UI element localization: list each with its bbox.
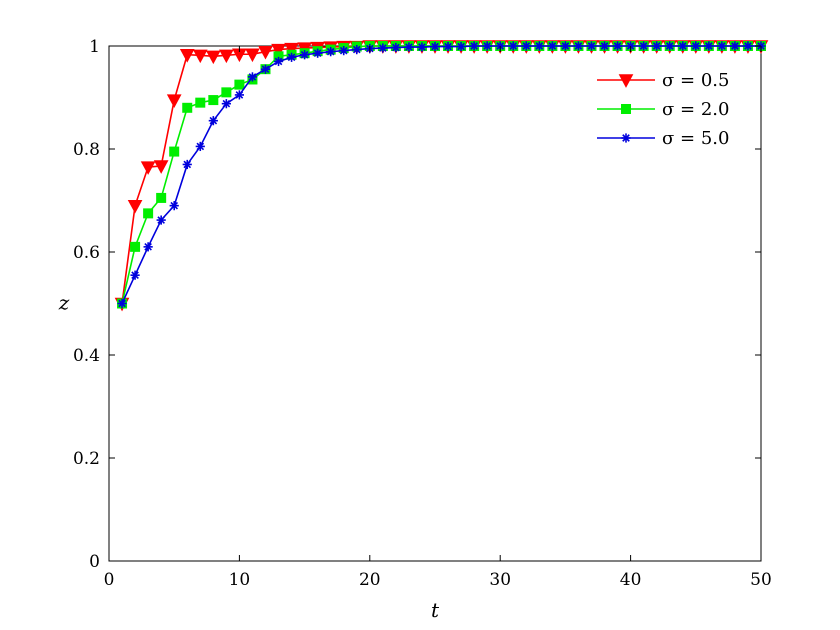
legend-label: σ = 2.0: [662, 99, 729, 120]
data-point: [313, 48, 323, 58]
data-point: [156, 215, 166, 225]
data-point: [404, 42, 414, 52]
data-point: [300, 50, 310, 60]
data-point: [469, 41, 479, 51]
legend: σ = 0.5 σ = 2.0 σ = 5.0: [597, 70, 729, 149]
data-point: [205, 50, 221, 65]
data-point: [621, 133, 631, 143]
data-point: [284, 42, 299, 57]
series-layer: [114, 40, 769, 312]
data-point: [208, 116, 218, 126]
data-point: [678, 41, 688, 51]
data-point: [378, 43, 388, 53]
x-axis-label: t: [431, 598, 440, 622]
x-tick-label: 40: [620, 570, 642, 590]
plot-area: [108, 45, 762, 562]
data-point: [127, 199, 143, 214]
data-point: [219, 49, 234, 64]
data-point: [182, 159, 192, 170]
data-point: [130, 270, 140, 280]
x-tick-label: 20: [359, 570, 381, 590]
data-point: [573, 41, 584, 51]
data-point: [195, 97, 206, 108]
data-point: [586, 41, 597, 51]
data-point: [456, 41, 466, 52]
legend-label: σ = 5.0: [662, 128, 729, 149]
data-point: [182, 102, 193, 113]
legend-label: σ = 0.5: [662, 70, 729, 91]
data-point: [599, 41, 610, 51]
data-point: [221, 87, 232, 98]
y-tick-label: 0: [89, 552, 100, 572]
y-tick-label: 0.8: [73, 140, 100, 160]
data-point: [339, 46, 349, 56]
data-point: [234, 90, 244, 100]
data-point: [443, 41, 453, 52]
legend-item: σ = 2.0: [597, 99, 729, 120]
legend-item: σ = 5.0: [597, 128, 729, 149]
data-point: [482, 41, 492, 51]
data-point: [169, 201, 179, 211]
data-point: [326, 47, 336, 57]
data-point: [286, 52, 297, 62]
data-point: [352, 45, 362, 55]
data-point: [534, 41, 544, 51]
data-point: [273, 56, 284, 67]
data-point: [521, 41, 531, 51]
data-point: [192, 49, 208, 64]
data-point: [258, 45, 273, 60]
legend-item: σ = 0.5: [597, 70, 729, 91]
y-tick-label: 1: [89, 37, 100, 57]
plot-frame: [108, 45, 762, 562]
series-3: [117, 41, 766, 309]
data-point: [547, 41, 557, 51]
data-point: [391, 42, 401, 53]
data-point: [221, 99, 231, 109]
data-point: [691, 41, 701, 51]
data-point: [234, 79, 245, 90]
data-point: [730, 41, 740, 51]
x-tick-label: 50: [750, 570, 772, 590]
data-point: [166, 94, 182, 108]
data-point: [417, 42, 427, 52]
data-point: [621, 104, 631, 114]
data-point: [245, 48, 260, 63]
data-point: [508, 41, 518, 51]
data-point: [117, 298, 127, 309]
data-point: [153, 160, 169, 174]
data-point: [143, 208, 154, 219]
data-point: [156, 192, 167, 203]
data-point: [260, 64, 271, 74]
x-tick-label: 30: [489, 570, 511, 590]
x-tick-label: 10: [229, 570, 251, 590]
y-tick-label: 0.2: [73, 449, 100, 469]
data-point: [247, 72, 258, 82]
data-point: [704, 41, 714, 51]
data-point: [430, 41, 440, 52]
data-point: [639, 41, 649, 51]
y-axis-label: z: [58, 291, 70, 315]
data-point: [179, 49, 195, 63]
data-point: [140, 161, 156, 175]
data-point: [271, 43, 286, 58]
data-point: [743, 41, 753, 51]
data-point: [717, 41, 727, 51]
data-point: [169, 146, 180, 157]
data-point: [208, 95, 219, 106]
data-point: [130, 241, 141, 252]
data-point: [652, 41, 662, 51]
data-point: [560, 41, 570, 51]
x-tick-label: 0: [104, 570, 115, 590]
data-point: [143, 242, 153, 252]
y-tick-label: 0.4: [73, 346, 100, 366]
data-point: [195, 141, 205, 152]
data-point: [618, 74, 634, 88]
y-tick-label: 0.6: [73, 243, 100, 263]
axis-ticks: 0 10 20 30 40 50 0 0.2 0.4 0.6 0.8 1: [73, 37, 772, 590]
data-point: [665, 41, 675, 51]
data-point: [612, 41, 623, 51]
